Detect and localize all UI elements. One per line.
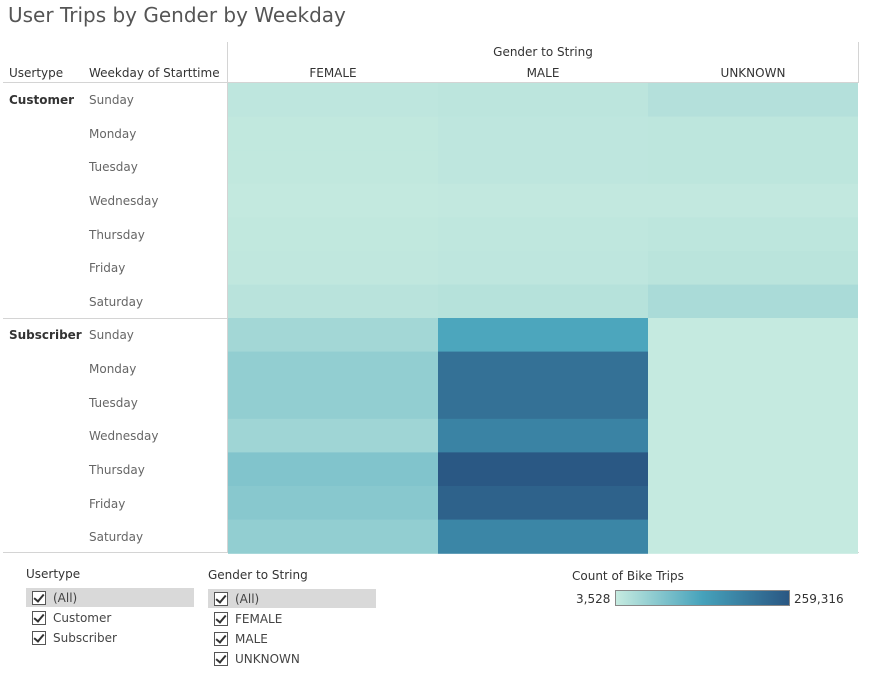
heatmap-cell-subscriber-saturday-male bbox=[438, 519, 648, 554]
heatmap-cell-customer-sunday-female bbox=[228, 83, 438, 118]
heatmap-cell-subscriber-tuesday-unknown bbox=[648, 385, 858, 420]
heatmap-cell-subscriber-friday-unknown bbox=[648, 486, 858, 521]
heatmap-cell-subscriber-friday-female bbox=[228, 486, 438, 521]
heatmap-cell-customer-tuesday-unknown bbox=[648, 150, 858, 185]
heatmap-cell-subscriber-saturday-unknown bbox=[648, 519, 858, 554]
checkbox-checked-icon[interactable] bbox=[214, 611, 228, 626]
column-header-unknown: UNKNOWN bbox=[720, 66, 786, 80]
heatmap-cell-customer-saturday-male bbox=[438, 284, 648, 319]
heatmap-cell-customer-friday-male bbox=[438, 251, 648, 286]
color-legend-title: Count of Bike Trips bbox=[572, 569, 684, 583]
row-label-subscriber-wednesday: Wednesday bbox=[89, 429, 159, 443]
heatmap-cell-subscriber-thursday-female bbox=[228, 452, 438, 487]
heatmap-cell-subscriber-wednesday-unknown bbox=[648, 418, 858, 453]
heatmap-cell-customer-monday-male bbox=[438, 116, 648, 151]
heatmap-cell-customer-friday-unknown bbox=[648, 251, 858, 286]
usertype-filter-customer[interactable]: Customer bbox=[26, 608, 194, 627]
gender-filter-male-label: MALE bbox=[235, 631, 268, 646]
heatmap-cell-customer-thursday-unknown bbox=[648, 217, 858, 252]
heatmap-cell-subscriber-thursday-unknown bbox=[648, 452, 858, 487]
checkbox-checked-icon[interactable] bbox=[214, 591, 228, 606]
checkbox-checked-icon[interactable] bbox=[214, 631, 228, 646]
usertype-filter-customer-label: Customer bbox=[53, 610, 112, 625]
heatmap-cell-customer-wednesday-male bbox=[438, 183, 648, 218]
header-divider bbox=[227, 42, 228, 553]
heatmap-cell-subscriber-sunday-female bbox=[228, 318, 438, 353]
heatmap-cell-customer-monday-female bbox=[228, 116, 438, 151]
table-bottom-line bbox=[3, 552, 859, 553]
gender-filter-unknown[interactable]: UNKNOWN bbox=[208, 649, 376, 668]
right-border bbox=[858, 42, 859, 83]
column-header-female: FEMALE bbox=[309, 66, 357, 80]
color-legend-gradient bbox=[615, 590, 790, 606]
usertype-filter-subscriber-label: Subscriber bbox=[53, 630, 117, 645]
gender-filter-male[interactable]: MALE bbox=[208, 629, 376, 648]
heatmap-cell-customer-thursday-male bbox=[438, 217, 648, 252]
gender-filter-female[interactable]: FEMALE bbox=[208, 609, 376, 628]
heatmap-cell-customer-tuesday-female bbox=[228, 150, 438, 185]
gender-filter-title: Gender to String bbox=[208, 568, 308, 582]
row-label-subscriber-thursday: Thursday bbox=[89, 463, 145, 477]
heatmap-cell-subscriber-wednesday-male bbox=[438, 418, 648, 453]
usertype-header: Usertype bbox=[9, 66, 64, 80]
heatmap-cell-subscriber-tuesday-female bbox=[228, 385, 438, 420]
row-label-subscriber-saturday: Saturday bbox=[89, 530, 144, 544]
row-label-customer-saturday: Saturday bbox=[89, 295, 144, 309]
heatmap-cell-subscriber-monday-unknown bbox=[648, 351, 858, 386]
heatmap-cell-customer-tuesday-male bbox=[438, 150, 648, 185]
row-label-customer-sunday: Sunday bbox=[89, 93, 134, 107]
header-bottom-line bbox=[3, 82, 859, 83]
heatmap-cell-customer-sunday-male bbox=[438, 83, 648, 118]
row-label-subscriber-monday: Monday bbox=[89, 362, 137, 376]
heatmap-cell-subscriber-saturday-female bbox=[228, 519, 438, 554]
heatmap-cell-customer-wednesday-unknown bbox=[648, 183, 858, 218]
heatmap-cell-subscriber-monday-male bbox=[438, 351, 648, 386]
row-label-customer-tuesday: Tuesday bbox=[89, 160, 138, 174]
page-title: User Trips by Gender by Weekday bbox=[8, 3, 346, 27]
row-label-subscriber-friday: Friday bbox=[89, 497, 126, 511]
heatmap-cell-customer-wednesday-female bbox=[228, 183, 438, 218]
row-label-customer-wednesday: Wednesday bbox=[89, 194, 159, 208]
heatmap-cell-subscriber-wednesday-female bbox=[228, 418, 438, 453]
row-label-subscriber-tuesday: Tuesday bbox=[89, 396, 138, 410]
heatmap-cell-subscriber-friday-male bbox=[438, 486, 648, 521]
heatmap-cell-customer-thursday-female bbox=[228, 217, 438, 252]
row-label-customer-thursday: Thursday bbox=[89, 228, 145, 242]
row-label-customer-friday: Friday bbox=[89, 261, 126, 275]
heatmap-cell-subscriber-sunday-unknown bbox=[648, 318, 858, 353]
column-group-header: Gender to String bbox=[493, 45, 593, 59]
color-legend-min: 3,528 bbox=[576, 592, 611, 606]
gender-filter-all[interactable]: (All) bbox=[208, 589, 376, 608]
heatmap-cell-customer-monday-unknown bbox=[648, 116, 858, 151]
column-header-male: MALE bbox=[526, 66, 560, 80]
gender-filter-female-label: FEMALE bbox=[235, 611, 283, 626]
color-legend-max: 259,316 bbox=[794, 592, 844, 606]
gender-filter-all-label: (All) bbox=[235, 591, 260, 606]
usertype-filter-all[interactable]: (All) bbox=[26, 588, 194, 607]
heatmap-cell-subscriber-tuesday-male bbox=[438, 385, 648, 420]
checkbox-checked-icon[interactable] bbox=[32, 590, 46, 605]
heatmap-cell-subscriber-thursday-male bbox=[438, 452, 648, 487]
heatmap-cell-customer-saturday-unknown bbox=[648, 284, 858, 319]
heatmap-cell-customer-saturday-female bbox=[228, 284, 438, 319]
gender-filter-unknown-label: UNKNOWN bbox=[235, 651, 300, 666]
usertype-filter-all-label: (All) bbox=[53, 590, 78, 605]
heatmap-cell-customer-sunday-unknown bbox=[648, 83, 858, 118]
group-label-customer: Customer bbox=[9, 93, 75, 107]
heatmap-cell-subscriber-monday-female bbox=[228, 351, 438, 386]
heatmap-cell-customer-friday-female bbox=[228, 251, 438, 286]
checkbox-checked-icon[interactable] bbox=[32, 630, 46, 645]
usertype-filter-subscriber[interactable]: Subscriber bbox=[26, 628, 194, 647]
group-label-subscriber: Subscriber bbox=[9, 328, 82, 342]
group-divider bbox=[3, 318, 228, 319]
weekday-header: Weekday of Starttime bbox=[89, 66, 220, 80]
checkbox-checked-icon[interactable] bbox=[32, 610, 46, 625]
row-label-subscriber-sunday: Sunday bbox=[89, 328, 134, 342]
heatmap-cell-subscriber-sunday-male bbox=[438, 318, 648, 353]
checkbox-checked-icon[interactable] bbox=[214, 651, 228, 666]
usertype-filter-title: Usertype bbox=[26, 567, 81, 581]
row-label-customer-monday: Monday bbox=[89, 127, 137, 141]
